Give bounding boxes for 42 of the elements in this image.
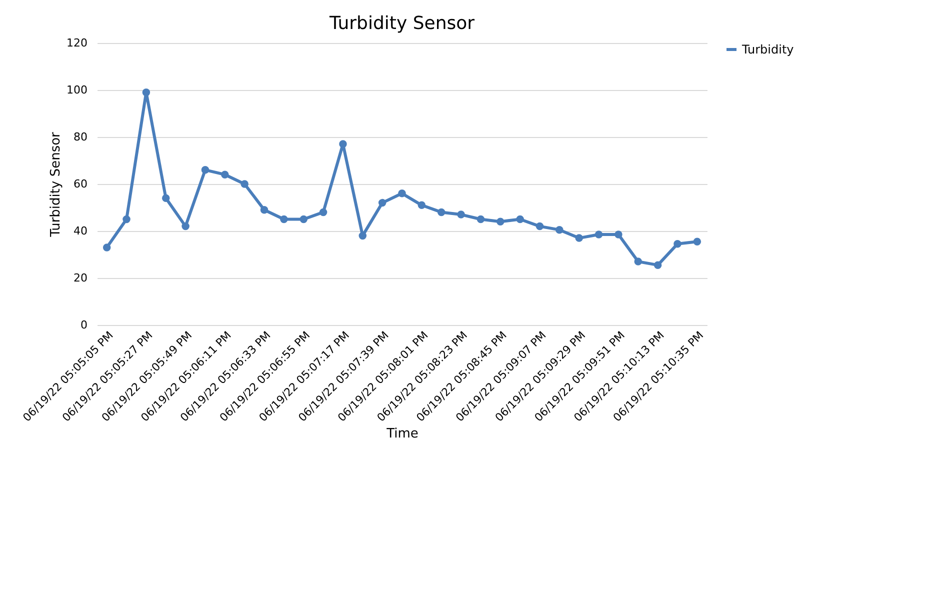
point (142, 88, 150, 96)
y-tick-label: 60 (74, 178, 88, 190)
point (614, 230, 622, 238)
point (575, 234, 583, 242)
point (201, 166, 210, 174)
point (102, 244, 111, 252)
point (594, 230, 603, 238)
legend-label: Turbidity (741, 42, 794, 56)
y-tick-label: 100 (66, 84, 88, 96)
point (654, 261, 662, 269)
point (516, 215, 524, 224)
point (437, 208, 446, 216)
point (418, 201, 426, 210)
x-axis-title: Time (386, 426, 418, 442)
y-axis-title: Turbidity Sensor (48, 131, 64, 238)
point (339, 140, 347, 148)
point (162, 194, 170, 202)
point (556, 226, 564, 234)
point (280, 215, 288, 224)
y-tick-label: 0 (80, 318, 88, 332)
chart-title: Turbidity Sensor (328, 13, 476, 34)
point (319, 208, 328, 216)
point (182, 222, 190, 230)
y-tick-label: 20 (74, 272, 88, 284)
point (221, 170, 229, 178)
point (240, 180, 248, 188)
point (260, 206, 268, 214)
point (122, 215, 130, 224)
y-tick-label: 40 (74, 224, 88, 238)
point (300, 215, 308, 224)
point (674, 240, 682, 248)
point (536, 222, 544, 230)
point (476, 215, 485, 224)
point (693, 238, 702, 246)
y-tick-label: 80 (74, 130, 88, 144)
point (378, 198, 386, 207)
point (496, 218, 504, 226)
y-tick-label: 120 (66, 36, 88, 50)
point (398, 190, 406, 198)
point (358, 232, 367, 240)
point (634, 258, 642, 266)
point (457, 210, 465, 218)
